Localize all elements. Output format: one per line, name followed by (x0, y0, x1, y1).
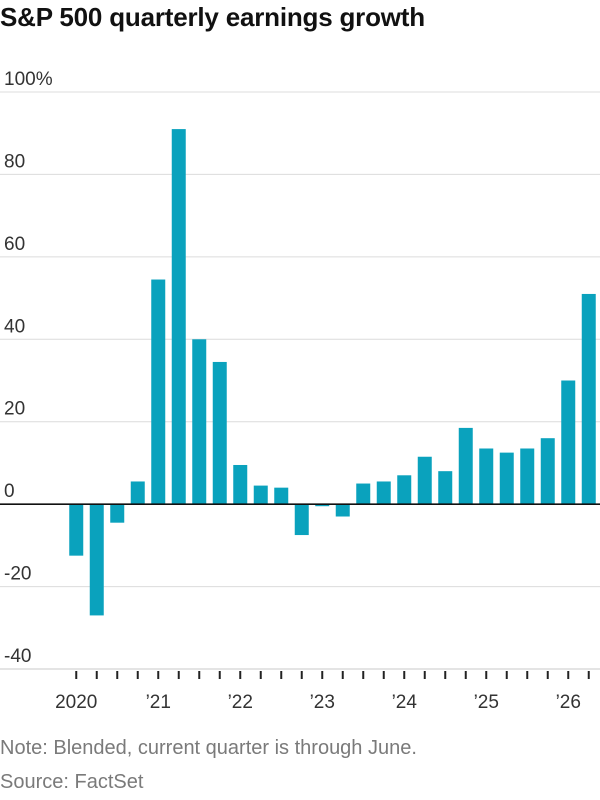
chart-title: S&P 500 quarterly earnings growth (0, 2, 425, 32)
y-tick-label: 0 (4, 481, 15, 502)
bar (315, 504, 330, 507)
bar (356, 483, 371, 505)
y-tick-label: 40 (4, 316, 25, 337)
bar (89, 504, 104, 616)
bar (479, 448, 494, 505)
bar (335, 504, 350, 517)
bar (253, 485, 268, 505)
bar (151, 279, 166, 505)
x-tick-label: ’24 (392, 692, 418, 713)
bar (274, 487, 289, 505)
bar (69, 504, 84, 556)
x-tick-label: ’22 (228, 692, 253, 713)
bar (438, 471, 453, 505)
bar (540, 438, 555, 505)
bar (212, 361, 227, 505)
bar (397, 475, 412, 505)
bar (458, 427, 473, 505)
bar (520, 448, 535, 505)
bar (192, 339, 207, 505)
chart-source: Source: FactSet (0, 771, 144, 793)
y-tick-label: -40 (4, 646, 31, 667)
bar (499, 452, 514, 505)
bar (110, 504, 125, 523)
bar (561, 380, 576, 505)
bar (376, 481, 391, 505)
x-tick-label: ’23 (310, 692, 335, 713)
bar (581, 293, 596, 505)
bar-chart: -40 -20 0 20 40 60 80 100% 2020 ’21 ’22 ’23 ’24 ’25 ’2… (0, 69, 600, 713)
y-tick-label: 60 (4, 234, 25, 255)
bar (130, 481, 145, 505)
bar (233, 464, 248, 505)
bars (69, 129, 596, 616)
y-tick-label: 20 (4, 399, 25, 420)
chart-note: Note: Blended, current quarter is throug… (0, 737, 417, 759)
y-tick-label: -20 (4, 564, 31, 585)
x-tick-label: ’26 (556, 692, 581, 713)
bar (417, 456, 432, 505)
x-tick-label: ’21 (146, 692, 171, 713)
y-tick-label: 80 (4, 151, 25, 172)
bar (171, 129, 186, 505)
x-tick-label: ’25 (474, 692, 499, 713)
y-tick-label: 100% (4, 69, 53, 90)
x-tick-label: 2020 (55, 692, 97, 713)
axes: -40 -20 0 20 40 60 80 100% 2020 ’21 ’22 ’23 ’24 ’25 ’2… (0, 69, 600, 713)
bar (294, 504, 309, 536)
